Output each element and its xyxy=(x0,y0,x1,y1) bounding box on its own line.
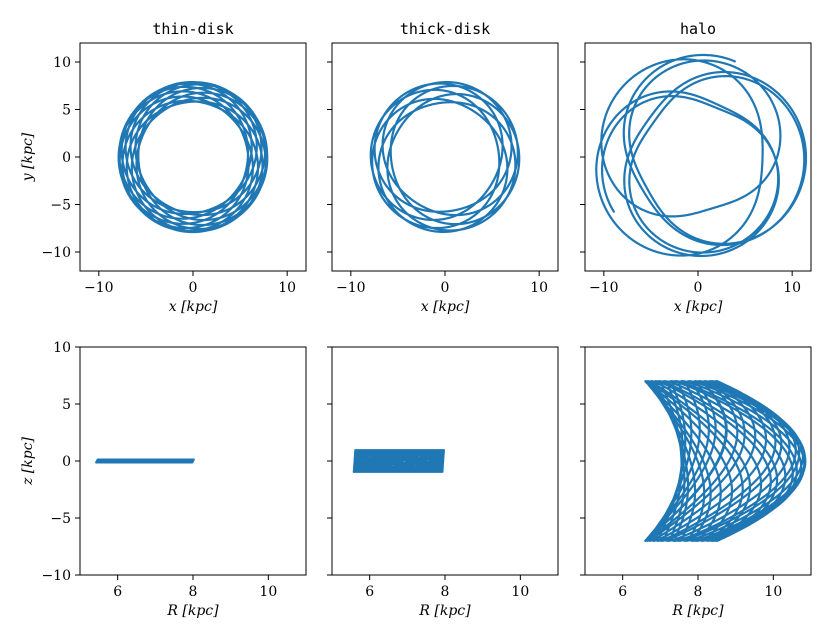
x-tick-label: 6 xyxy=(618,584,627,600)
panel-4: 6 8 10 −10 −5 0 5 10 R [kpc] z [kpc] xyxy=(20,340,307,619)
y-tick-label: 0 xyxy=(62,150,71,166)
panel-5: 6 8 10 R [kpc] xyxy=(327,346,559,619)
x-tick-label: 6 xyxy=(113,584,122,600)
orbit-line xyxy=(369,81,521,233)
y-tick-label: 5 xyxy=(62,103,71,119)
y-tick-label: 10 xyxy=(53,55,71,71)
x-tick-label: 10 xyxy=(511,584,529,600)
orbit-line xyxy=(644,380,807,542)
x-tick-label: −10 xyxy=(589,280,619,296)
orbit-line xyxy=(352,449,445,473)
y-axis-label: z [kpc] xyxy=(20,436,36,486)
x-tick-label: 10 xyxy=(764,584,782,600)
panel-3: −10 0 10 halo x [kpc] xyxy=(580,20,812,315)
y-tick-label: −10 xyxy=(41,568,71,584)
orbit-line xyxy=(95,458,195,464)
panel-title: halo xyxy=(680,20,716,38)
y-tick-label: −10 xyxy=(41,245,71,261)
y-tick-label: 10 xyxy=(53,340,71,356)
x-tick-label: 0 xyxy=(694,280,703,296)
x-axis-label: R [kpc] xyxy=(418,603,471,619)
axes-frame xyxy=(331,42,559,272)
x-tick-label: 0 xyxy=(441,280,450,296)
panel-title: thick-disk xyxy=(400,20,490,38)
y-tick-label: 5 xyxy=(62,397,71,413)
x-tick-label: 10 xyxy=(530,280,548,296)
axes-frame xyxy=(79,42,307,272)
x-axis-label: R [kpc] xyxy=(671,603,724,619)
x-tick-label: 10 xyxy=(259,584,277,600)
x-axis-label: x [kpc] xyxy=(169,299,218,315)
x-tick-label: 8 xyxy=(694,584,703,600)
y-tick-label: −5 xyxy=(50,511,71,527)
x-axis-label: x [kpc] xyxy=(674,299,723,315)
x-tick-label: 6 xyxy=(365,584,374,600)
x-tick-label: 10 xyxy=(278,280,296,296)
x-tick-label: 8 xyxy=(441,584,450,600)
orbit-line xyxy=(117,80,269,234)
orbit-line xyxy=(595,53,808,258)
x-axis-label: x [kpc] xyxy=(421,299,470,315)
panel-2: −10 0 10 thick-disk x [kpc] xyxy=(327,20,559,315)
y-tick-label: 0 xyxy=(62,454,71,470)
panel-title: thin-disk xyxy=(152,20,233,38)
y-tick-label: −5 xyxy=(50,198,71,214)
x-tick-label: −10 xyxy=(84,280,114,296)
x-tick-label: 8 xyxy=(189,584,198,600)
x-axis-label: R [kpc] xyxy=(166,603,219,619)
x-tick-label: 10 xyxy=(783,280,801,296)
x-tick-label: −10 xyxy=(336,280,366,296)
panel-1: −10 0 10 −10 −5 0 5 10 thin-disk x [kpc] y [kpc] xyxy=(20,20,307,315)
panel-6: 6 8 10 R [kpc] xyxy=(580,346,812,619)
x-tick-label: 0 xyxy=(189,280,198,296)
y-axis-label: y [kpc] xyxy=(20,132,36,182)
